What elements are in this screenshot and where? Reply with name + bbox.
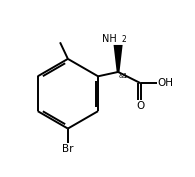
Text: OH: OH: [158, 78, 174, 88]
Text: &1: &1: [119, 73, 128, 79]
Polygon shape: [113, 45, 123, 72]
Text: O: O: [137, 101, 145, 110]
Text: NH: NH: [103, 34, 117, 44]
Text: 2: 2: [122, 35, 127, 44]
Text: Br: Br: [62, 144, 74, 154]
